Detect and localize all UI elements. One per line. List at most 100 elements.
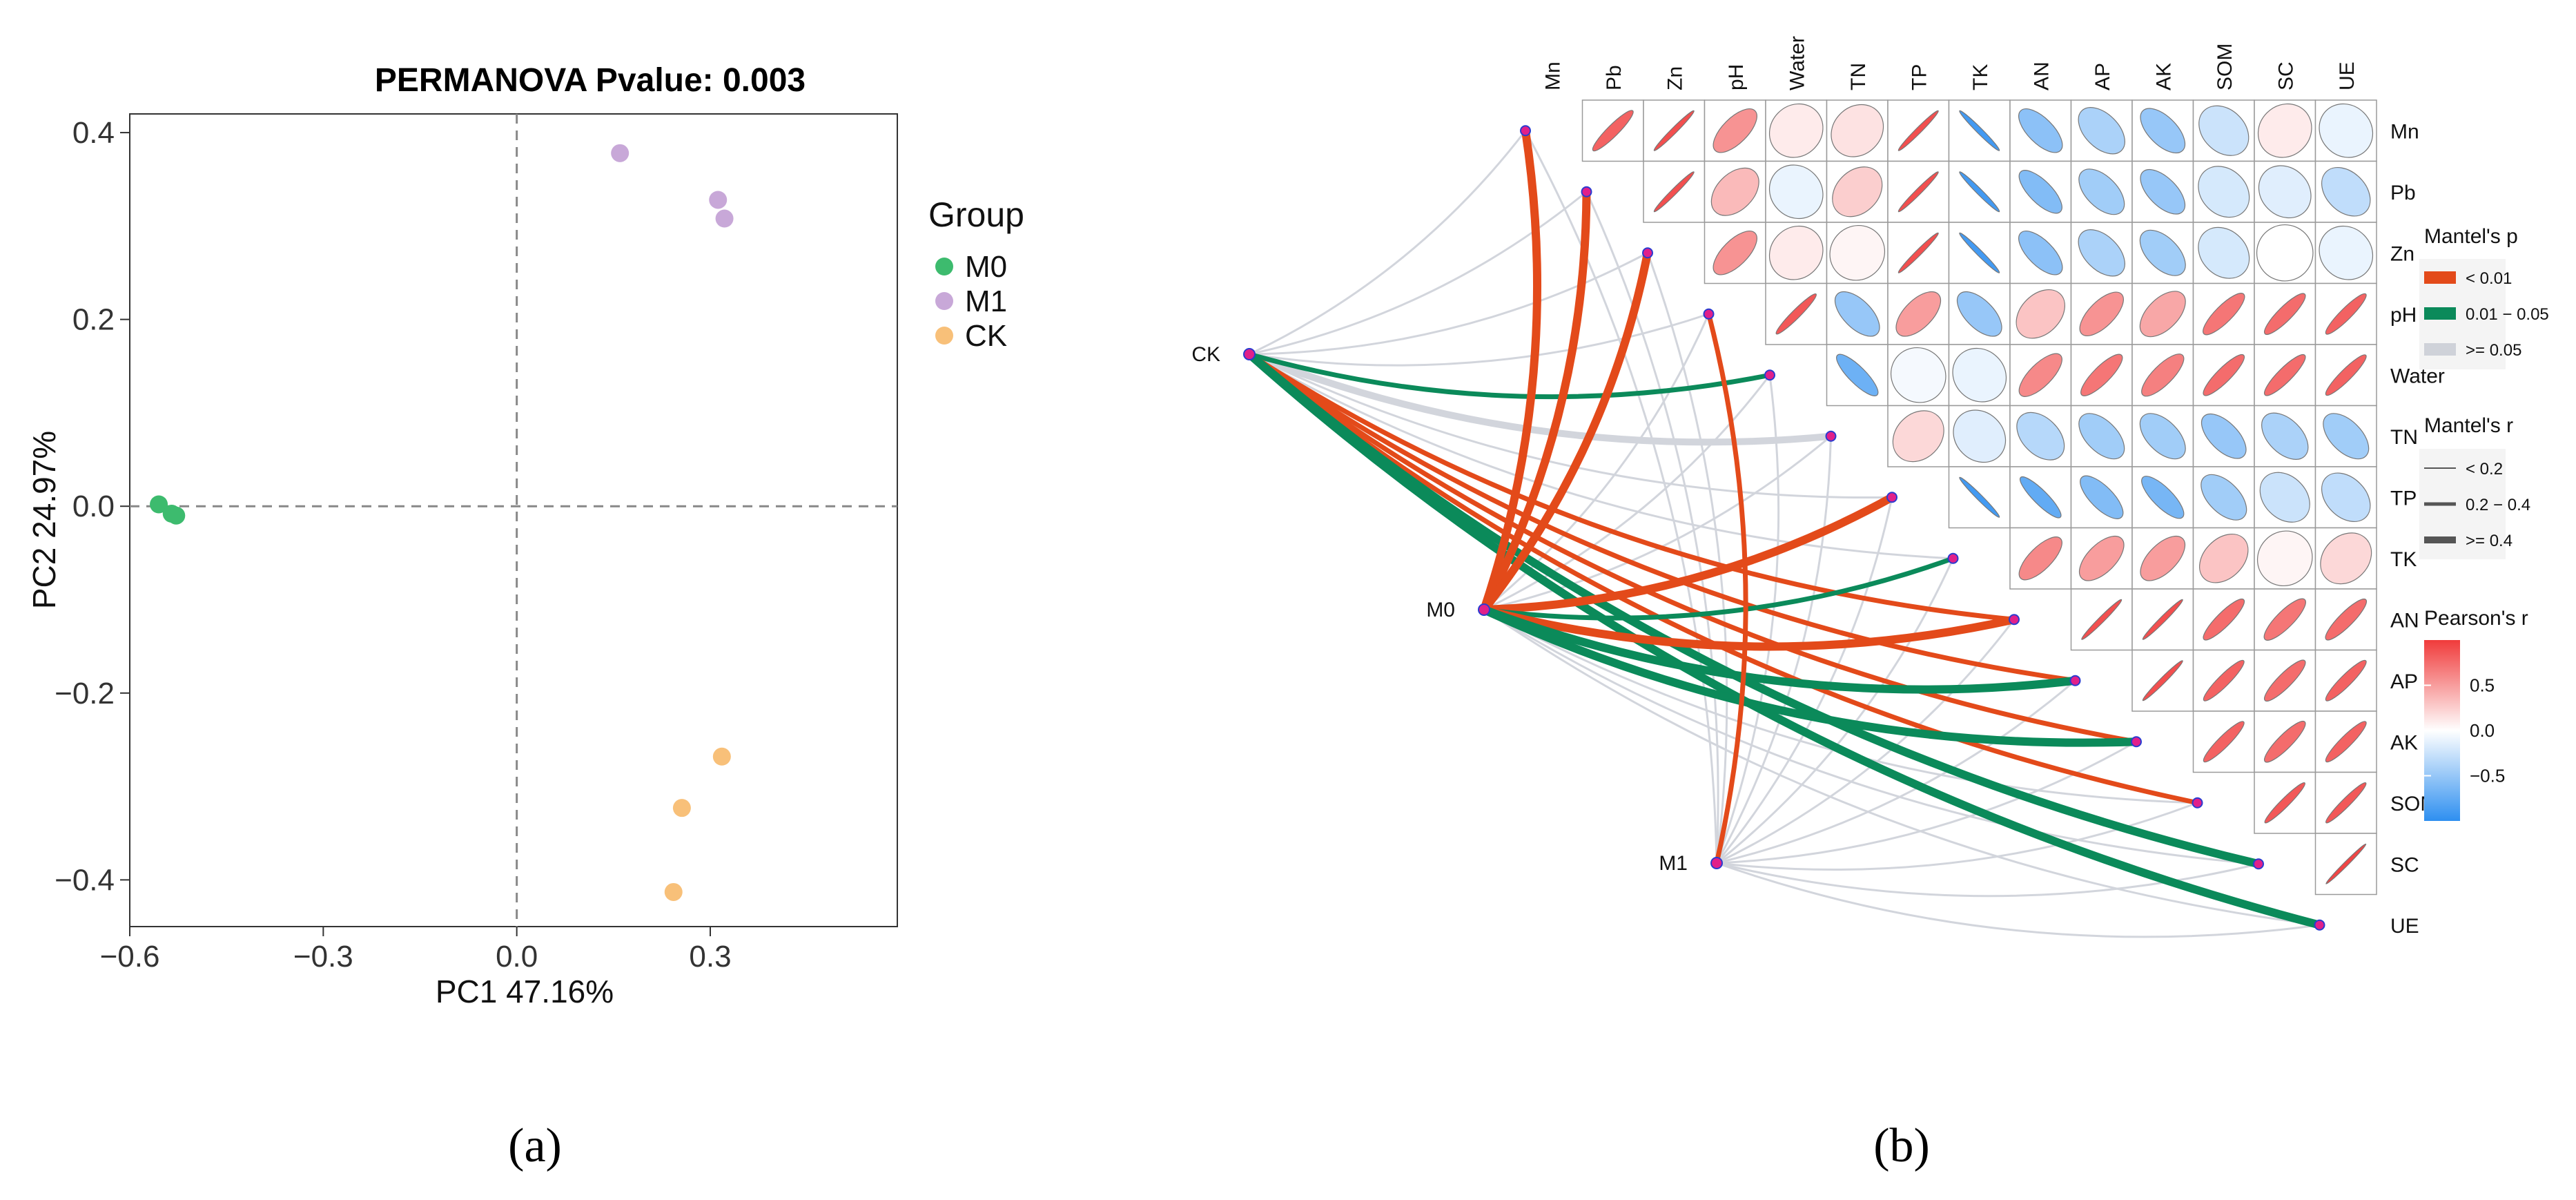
correlation-ellipse	[1836, 354, 1879, 396]
mantel-link-m1-tn	[1715, 435, 1832, 864]
variable-node-tp	[1886, 492, 1897, 503]
mantel-link-m1-som	[1715, 802, 2198, 871]
legend-mantel-r: Mantel's r < 0.2 0.2 − 0.4 >= 0.4	[2419, 414, 2530, 559]
row-label-mn: Mn	[2390, 120, 2419, 143]
pca-plot-frame	[129, 113, 898, 927]
pca-point-m0	[167, 506, 186, 525]
variable-node-ap	[2069, 675, 2081, 686]
row-label-tn: TN	[2390, 426, 2418, 449]
correlation-ellipse	[1829, 224, 1886, 281]
correlation-ellipse	[1956, 291, 2002, 337]
correlation-ellipse	[2018, 231, 2063, 275]
correlation-ellipse	[1832, 166, 1883, 217]
correlation-ellipse	[1959, 171, 2000, 213]
mantel-link-m1-an	[1715, 618, 2016, 864]
correlation-ellipse	[1959, 476, 2000, 518]
correlation-ellipse	[1710, 167, 1759, 216]
correlation-ellipse	[2078, 107, 2125, 155]
correlation-ellipse	[2199, 534, 2249, 583]
correlation-ellipse	[1953, 409, 2007, 463]
correlation-ellipse	[2139, 413, 2186, 460]
row-label-ak: AK	[2390, 731, 2418, 754]
column-label-water: Water	[1786, 36, 1808, 90]
correlation-ellipse	[2078, 229, 2125, 277]
mantel-link-ck-ak	[1247, 351, 2139, 744]
correlation-ellipse	[1768, 164, 1824, 220]
correlation-matrix	[1581, 99, 2377, 896]
correlation-ellipse	[2018, 353, 2062, 397]
pca-reference-lines	[130, 114, 897, 927]
legend-mantel-p: Mantel's p < 0.01 0.01 − 0.05 >= 0.05	[2419, 225, 2549, 369]
mantel-link-ck-pb	[1248, 191, 1588, 356]
correlation-ellipse	[2325, 843, 2367, 884]
mantel-link-m1-water	[1715, 374, 1780, 864]
correlation-ellipse	[2264, 782, 2305, 824]
matrix-column-labels: Mn Pb Zn pH Water TN TP TK AN AP AK SOM SC UE	[1541, 36, 2359, 90]
correlation-ellipse	[2141, 476, 2185, 519]
correlation-ellipse	[2203, 293, 2245, 336]
column-label-ak: AK	[2152, 63, 2175, 90]
pca-legend-title: Group	[928, 195, 1024, 234]
group-node-m0	[1478, 603, 1490, 616]
legend-mantel-p-label: < 0.01	[2466, 269, 2512, 288]
panel-label-a: (a)	[508, 1119, 562, 1172]
pearson-colorbar-ticks: 0.5 0.0 −0.5	[2424, 675, 2505, 786]
correlation-ellipse	[2201, 474, 2247, 521]
column-label-tp: TP	[1908, 64, 1931, 90]
correlation-ellipse	[2321, 167, 2371, 217]
row-label-zn: Zn	[2390, 242, 2414, 265]
pca-x-tick-label: −0.3	[293, 940, 353, 974]
column-label-tk: TK	[1969, 64, 1992, 90]
correlation-ellipse	[2203, 354, 2245, 396]
pca-x-tick-label: −0.6	[100, 940, 160, 974]
row-label-sc: SC	[2390, 853, 2419, 876]
correlation-ellipse	[2203, 659, 2245, 701]
variable-node-zn	[1642, 247, 1653, 259]
variable-node-som	[2192, 797, 2203, 809]
pca-y-tick-label: 0.0	[72, 490, 115, 523]
correlation-ellipse	[2263, 659, 2306, 702]
group-labels: CK M0 M1	[1191, 343, 1688, 875]
mantel-link-m1-pb	[1585, 191, 1719, 864]
correlation-ellipse	[2142, 660, 2183, 701]
correlation-ellipse	[2258, 165, 2312, 219]
pca-legend-key-m1	[935, 292, 953, 310]
pca-x-tick-label: 0.0	[496, 940, 538, 974]
correlation-ellipse	[1775, 293, 1817, 335]
correlation-ellipse	[2321, 472, 2371, 522]
pearson-tick-label: 0.5	[2470, 675, 2495, 696]
group-node-m1	[1710, 857, 1723, 869]
row-label-tk: TK	[2390, 548, 2417, 571]
pca-y-tick-label: 0.4	[72, 116, 115, 150]
column-label-pb: Pb	[1603, 65, 1626, 90]
correlation-ellipse	[2256, 530, 2313, 587]
correlation-ellipse	[1831, 104, 1884, 157]
correlation-ellipse	[1895, 291, 1942, 337]
column-label-sc: SC	[2274, 61, 2297, 90]
pca-legend-key-ck	[935, 327, 953, 345]
correlation-ellipse	[2319, 103, 2374, 158]
mantel-link-ck-ap	[1247, 351, 2078, 684]
column-label-tn: TN	[1847, 63, 1870, 90]
correlation-ellipse	[2203, 598, 2245, 641]
correlation-ellipse	[1897, 110, 1939, 151]
variable-node-ph	[1703, 308, 1715, 320]
correlation-ellipse	[1897, 171, 1939, 213]
column-label-ph: pH	[1725, 64, 1748, 90]
correlation-ellipse	[2325, 721, 2367, 763]
mantel-link-ck-tn	[1246, 351, 1835, 446]
column-label-ap: AP	[2091, 63, 2114, 90]
correlation-ellipse	[2016, 412, 2065, 461]
variable-node-tn	[1825, 430, 1837, 442]
mantel-link-m0-sc	[1483, 608, 2260, 865]
mantel-link-m0-ap	[1480, 606, 2080, 694]
correlation-ellipse	[1959, 110, 2000, 151]
group-label-m1: M1	[1659, 852, 1688, 875]
mantel-link-m0-tn	[1483, 435, 1832, 611]
legend-mantel-p-swatch	[2424, 271, 2456, 284]
correlation-ellipse	[2139, 291, 2186, 338]
correlation-ellipse	[2325, 354, 2367, 396]
correlation-ellipse	[2198, 226, 2250, 279]
group-node-ck	[1243, 348, 1256, 360]
